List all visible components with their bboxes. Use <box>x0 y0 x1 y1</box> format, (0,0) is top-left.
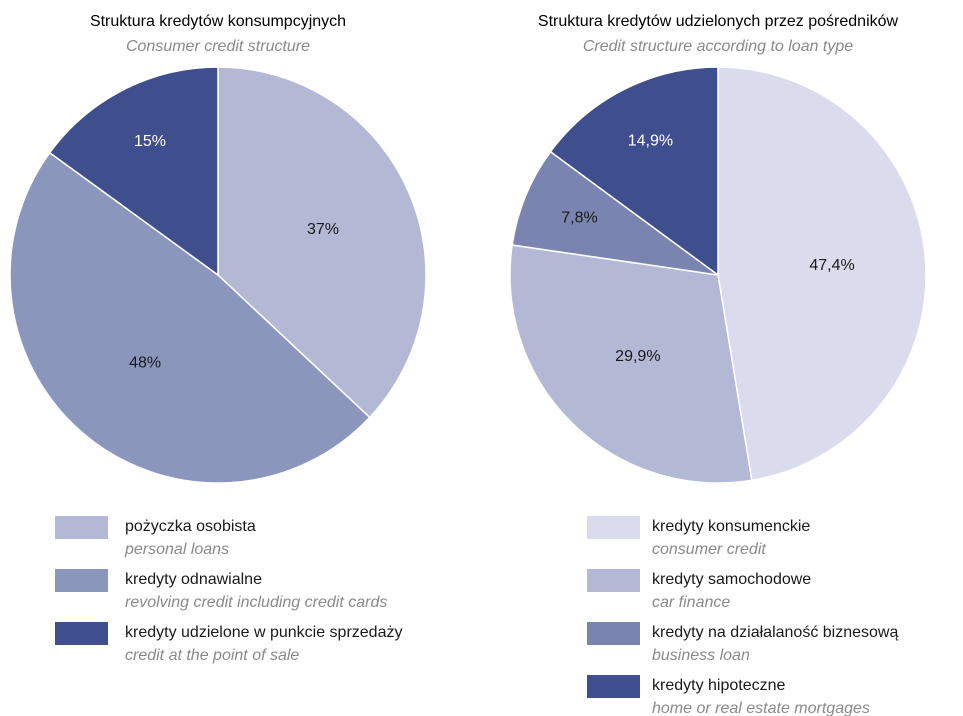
legend-swatch <box>587 622 640 645</box>
slice-label: 29,9% <box>615 348 660 365</box>
legend-label: kredyty udzielone w punkcie sprzedaży <box>125 624 402 641</box>
legend-translation: business loan <box>652 647 750 664</box>
legend-label: kredyty konsumenckie <box>652 518 810 535</box>
legend-translation: home or real estate mortgages <box>652 700 870 716</box>
pie-slice <box>511 150 719 276</box>
pie-slice <box>9 151 371 484</box>
chart-title: Struktura kredytów udzielonych przez poś… <box>538 13 899 30</box>
pie-slice <box>48 66 219 277</box>
legend-translation: revolving credit including credit cards <box>125 594 387 611</box>
legend-swatch <box>587 516 640 539</box>
legend-swatch <box>587 569 640 592</box>
chart-subtitle: Consumer credit structure <box>126 38 310 55</box>
pie-slice <box>217 66 427 419</box>
legend-label: kredyty na działalaność biznesową <box>652 624 898 641</box>
slice-label: 47,4% <box>809 257 854 274</box>
legend-translation: consumer credit <box>652 541 766 558</box>
legend-swatch <box>55 516 108 539</box>
chart-title: Struktura kredytów konsumpcyjnych <box>90 13 346 30</box>
slice-label: 48% <box>129 354 161 371</box>
legend-translation: credit at the point of sale <box>125 647 299 664</box>
pie-slice <box>717 66 927 482</box>
chart-subtitle: Credit structure according to loan type <box>583 38 853 55</box>
legend-swatch <box>55 622 108 645</box>
legend-label: pożyczka osobista <box>125 518 256 535</box>
slice-label: 15% <box>134 133 166 150</box>
legend-label: kredyty samochodowe <box>652 571 811 588</box>
slice-label: 14,9% <box>628 133 673 150</box>
slice-label: 7,8% <box>561 209 597 226</box>
legend-swatch <box>55 569 108 592</box>
legend-swatch <box>587 675 640 698</box>
legend-translation: personal loans <box>124 541 229 558</box>
legend-translation: car finance <box>652 594 730 611</box>
slice-label: 37% <box>307 221 339 238</box>
legend-label: kredyty hipoteczne <box>652 677 786 694</box>
legend-label: kredyty odnawialne <box>125 571 262 588</box>
pie-slice <box>549 66 719 277</box>
pie-slice <box>509 244 753 484</box>
